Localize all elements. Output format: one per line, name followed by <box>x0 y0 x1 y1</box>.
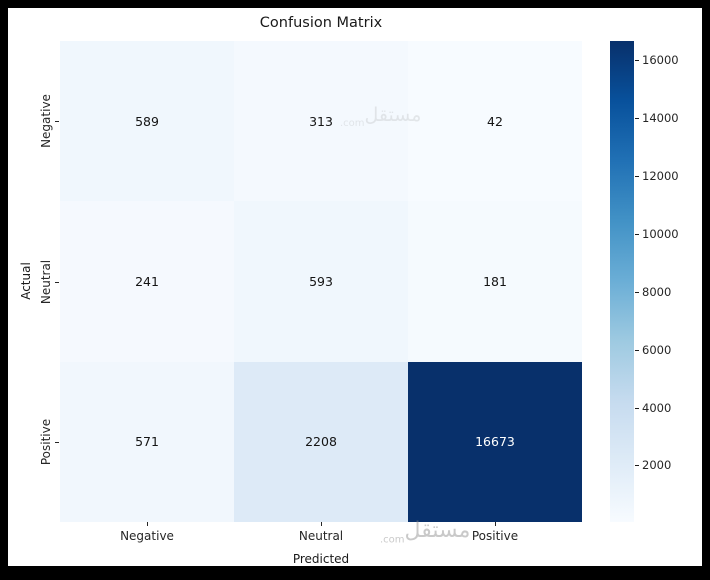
heatmap-cell-positive-positive: 16673 <box>408 361 582 522</box>
heatmap-cell-neutral-negative: 241 <box>60 201 234 362</box>
watermark: مستقل.com <box>380 518 470 545</box>
heatmap-cell-positive-negative: 571 <box>60 361 234 522</box>
x-axis-label: Predicted <box>292 552 350 566</box>
heatmap-cell-negative-negative: 589 <box>60 41 234 202</box>
colorbar-tick-label: 6000 <box>642 342 672 357</box>
colorbar-tick-mark <box>635 349 639 351</box>
heatmap-cell-neutral-neutral: 593 <box>234 201 408 362</box>
chart-title: Confusion Matrix <box>259 15 383 31</box>
y-tick-label-negative: Negative <box>39 94 53 148</box>
colorbar-gradient <box>610 41 634 522</box>
colorbar-tick-label: 16000 <box>642 53 679 68</box>
x-tick-mark <box>147 522 148 526</box>
y-tick-mark <box>55 281 59 283</box>
confusion-matrix-figure: Confusion Matrix Actual Negative Neutral… <box>8 8 702 566</box>
x-tick-mark <box>321 522 322 526</box>
heatmap-cell-positive-neutral: 2208 <box>234 361 408 522</box>
y-tick-label-neutral: Neutral <box>39 259 53 304</box>
heatmap-cell-neutral-positive: 181 <box>408 201 582 362</box>
x-tick-label-positive: Positive <box>471 529 519 543</box>
colorbar-tick-label: 14000 <box>642 111 679 126</box>
x-tick-label-negative: Negative <box>120 529 174 543</box>
colorbar-tick-mark <box>635 465 639 467</box>
colorbar-tick-label: 2000 <box>642 458 672 473</box>
y-tick-mark <box>55 121 59 122</box>
heatmap-grid: 589 313 42 241 593 181 571 2208 16673 <box>60 41 582 522</box>
colorbar-tick-mark <box>635 233 639 235</box>
colorbar-tick-label: 12000 <box>642 169 679 184</box>
heatmap-cell-negative-neutral: 313 <box>234 41 408 202</box>
watermark-suffix: .com <box>380 534 405 546</box>
colorbar-tick-label: 4000 <box>642 400 672 415</box>
y-tick-label-positive: Positive <box>39 418 53 465</box>
x-tick-label-neutral: Neutral <box>298 529 344 543</box>
colorbar-tick-mark <box>635 176 639 178</box>
colorbar-tick-label: 8000 <box>642 284 672 299</box>
heatmap-cell-negative-positive: 42 <box>408 41 582 202</box>
y-axis-label: Actual <box>19 262 33 300</box>
colorbar-tick-mark <box>635 291 639 293</box>
colorbar-tick-mark <box>635 60 639 62</box>
colorbar-tick-label: 10000 <box>642 226 679 241</box>
y-tick-mark <box>55 441 59 443</box>
x-tick-mark <box>495 522 496 526</box>
colorbar-tick-mark <box>635 407 639 409</box>
colorbar-tick-mark <box>635 118 639 120</box>
